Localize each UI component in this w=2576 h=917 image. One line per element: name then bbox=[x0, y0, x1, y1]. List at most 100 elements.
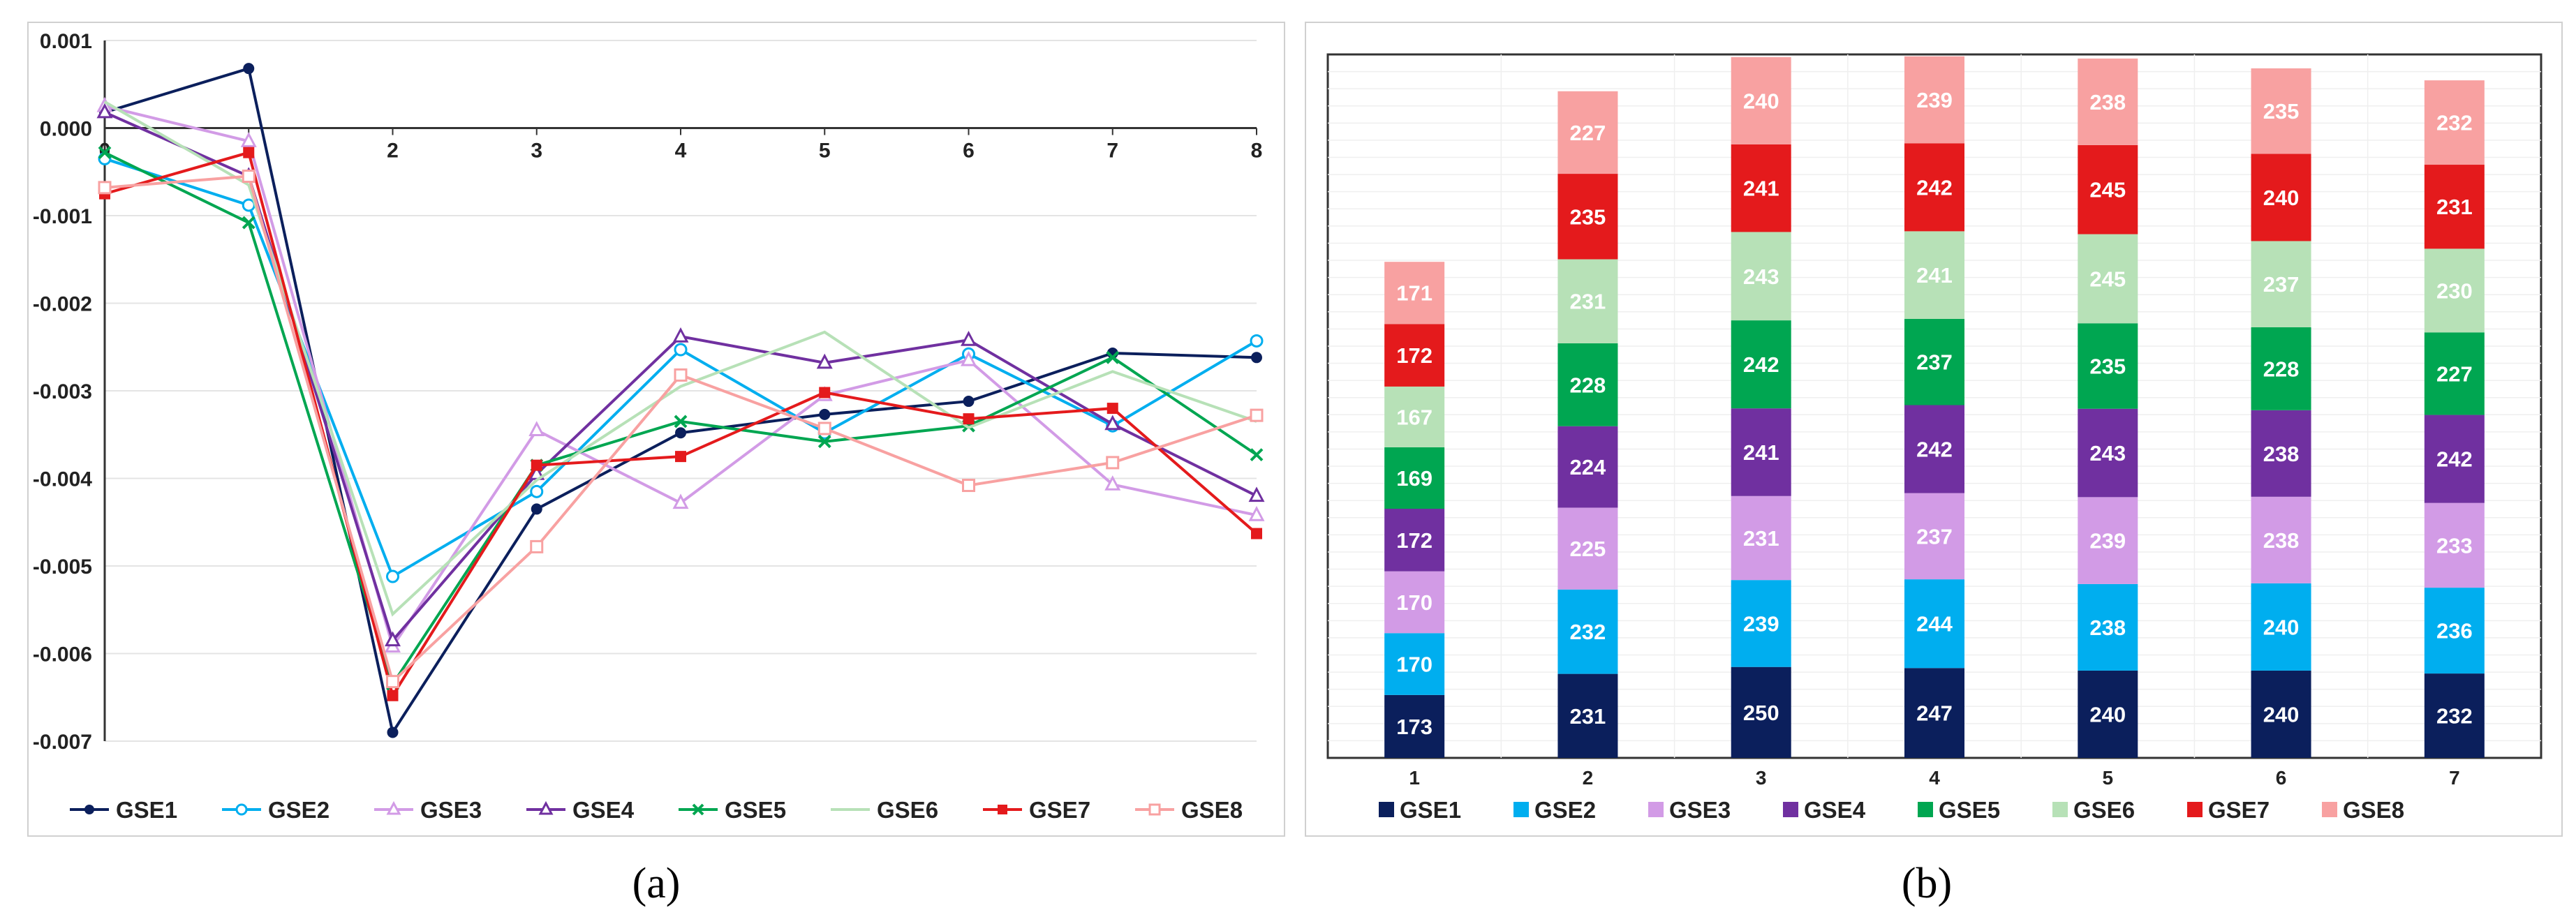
data-point bbox=[240, 132, 257, 147]
data-point bbox=[1248, 506, 1265, 521]
bar-segment-gse7 bbox=[2078, 144, 2138, 234]
panel-b-bars: 1731701701721691671721712312322252242282… bbox=[1384, 56, 2485, 758]
bar-segment-gse4 bbox=[2251, 410, 2311, 497]
data-point bbox=[530, 539, 544, 553]
data-point bbox=[1251, 528, 1262, 539]
bar-value-label: 235 bbox=[1570, 204, 1606, 229]
bar-segment-gse3 bbox=[1557, 507, 1618, 590]
data-point bbox=[243, 63, 255, 75]
bar-stack-6: 240 240 238 238 228 237 240 235 bbox=[2251, 68, 2311, 758]
bar-value-label: 172 bbox=[1396, 528, 1433, 553]
legend-swatch bbox=[1648, 802, 1664, 817]
data-point bbox=[674, 368, 688, 382]
data-point bbox=[961, 331, 977, 346]
legend-swatch bbox=[2052, 802, 2068, 817]
legend-label: GSE2 bbox=[268, 797, 330, 823]
series-gse2 bbox=[98, 151, 1264, 583]
x-tick-label: 2 bbox=[1583, 767, 1594, 789]
x-tick-label: 8 bbox=[1251, 140, 1263, 163]
bar-value-label: 241 bbox=[1743, 440, 1779, 465]
data-point bbox=[1104, 415, 1121, 431]
series-gse6 bbox=[103, 100, 1257, 617]
bar-segment-gse4 bbox=[1904, 405, 1964, 493]
series-line-gse1 bbox=[104, 66, 1257, 736]
legend-label: GSE4 bbox=[572, 797, 635, 823]
bar-value-label: 237 bbox=[1916, 524, 1953, 549]
bar-segment-gse5 bbox=[2078, 323, 2138, 409]
bar-value-label: 170 bbox=[1396, 590, 1433, 615]
bar-value-label: 239 bbox=[1916, 88, 1953, 112]
bar-value-label: 250 bbox=[1743, 701, 1779, 725]
bar-value-label: 232 bbox=[2436, 111, 2473, 135]
bar-value-label: 231 bbox=[1570, 704, 1606, 729]
series-line-gse7 bbox=[104, 151, 1258, 699]
bar-segment-gse2 bbox=[2251, 583, 2311, 671]
bar-segment-gse4 bbox=[1731, 408, 1791, 496]
bar-value-label: 228 bbox=[1570, 373, 1606, 397]
bar-segment-gse3 bbox=[1384, 571, 1445, 634]
data-point bbox=[963, 413, 975, 425]
legend-marker bbox=[386, 800, 401, 815]
bar-value-label: 239 bbox=[1743, 611, 1779, 636]
data-point bbox=[530, 484, 544, 498]
legend-item-gse7: GSE7 bbox=[983, 797, 1090, 823]
series-gse8 bbox=[98, 170, 1264, 689]
data-point bbox=[242, 216, 256, 230]
bar-stack-3: 250 239 231 241 242 243 241 240 bbox=[1731, 57, 1791, 758]
y-tick-label: -0.002 bbox=[33, 293, 92, 316]
data-point bbox=[817, 435, 831, 449]
panel-a-x-tick-labels: 012345678 bbox=[99, 128, 1263, 163]
legend-item-gse7: GSE7 bbox=[2187, 797, 2270, 823]
legend-item-gse3: GSE3 bbox=[374, 797, 482, 823]
data-point bbox=[672, 327, 689, 343]
bar-segment-gse7 bbox=[1731, 144, 1791, 232]
legend-item-gse8: GSE8 bbox=[1135, 797, 1243, 823]
bar-value-label: 171 bbox=[1396, 281, 1433, 306]
bar-value-label: 237 bbox=[1916, 350, 1953, 375]
bar-value-label: 245 bbox=[2089, 178, 2126, 202]
data-point bbox=[817, 422, 831, 435]
bar-segment-gse6 bbox=[2424, 248, 2485, 333]
data-point bbox=[528, 421, 545, 436]
bar-segment-gse3 bbox=[1904, 493, 1964, 580]
bar-stack-2: 231 232 225 224 228 231 235 227 bbox=[1557, 91, 1618, 758]
bar-value-label: 238 bbox=[2089, 616, 2126, 640]
bar-segment-gse6 bbox=[1731, 232, 1791, 321]
bar-segment-gse1 bbox=[1731, 666, 1791, 758]
bar-value-label: 232 bbox=[2436, 704, 2473, 729]
bar-segment-gse2 bbox=[2078, 583, 2138, 671]
bar-segment-gse5 bbox=[1904, 318, 1964, 405]
legend-marker bbox=[1148, 803, 1161, 816]
bar-value-label: 240 bbox=[2263, 702, 2300, 726]
data-point bbox=[96, 103, 113, 119]
bar-value-label: 231 bbox=[1743, 526, 1779, 551]
bar-stack-5: 240 238 239 243 235 245 245 238 bbox=[2078, 58, 2138, 758]
bar-segment-gse8 bbox=[1731, 57, 1791, 144]
bar-segment-gse4 bbox=[2424, 415, 2485, 503]
legend-label: GSE8 bbox=[2343, 797, 2404, 823]
bar-value-label: 239 bbox=[2089, 529, 2126, 553]
legend-marker bbox=[998, 805, 1007, 814]
bar-segment-gse7 bbox=[1384, 324, 1445, 387]
bar-stack-4: 247 244 237 242 237 241 242 239 bbox=[1904, 56, 1964, 758]
bar-segment-gse8 bbox=[1904, 56, 1964, 144]
legend-label: GSE2 bbox=[1534, 797, 1596, 823]
legend-swatch bbox=[2187, 802, 2203, 817]
legend-item-gse5: GSE5 bbox=[679, 797, 786, 823]
data-point bbox=[387, 726, 399, 738]
data-point bbox=[1251, 352, 1262, 364]
bar-segment-gse2 bbox=[2424, 588, 2485, 674]
data-point bbox=[1106, 350, 1120, 364]
data-point bbox=[531, 459, 542, 471]
panel-b-x-tick-labels: 1 2 3 4 5 6 7 bbox=[1409, 767, 2459, 789]
bar-value-label: 231 bbox=[2436, 195, 2473, 219]
x-tick-label: 6 bbox=[2276, 767, 2287, 789]
data-point bbox=[1104, 475, 1121, 491]
bar-value-label: 238 bbox=[2089, 90, 2126, 114]
bar-value-label: 225 bbox=[1570, 537, 1606, 561]
bar-value-label: 242 bbox=[1916, 438, 1953, 462]
bar-value-label: 240 bbox=[2089, 702, 2126, 726]
legend-item-gse3: GSE3 bbox=[1648, 797, 1731, 823]
bar-value-label: 243 bbox=[2089, 441, 2126, 465]
data-point bbox=[98, 146, 112, 160]
